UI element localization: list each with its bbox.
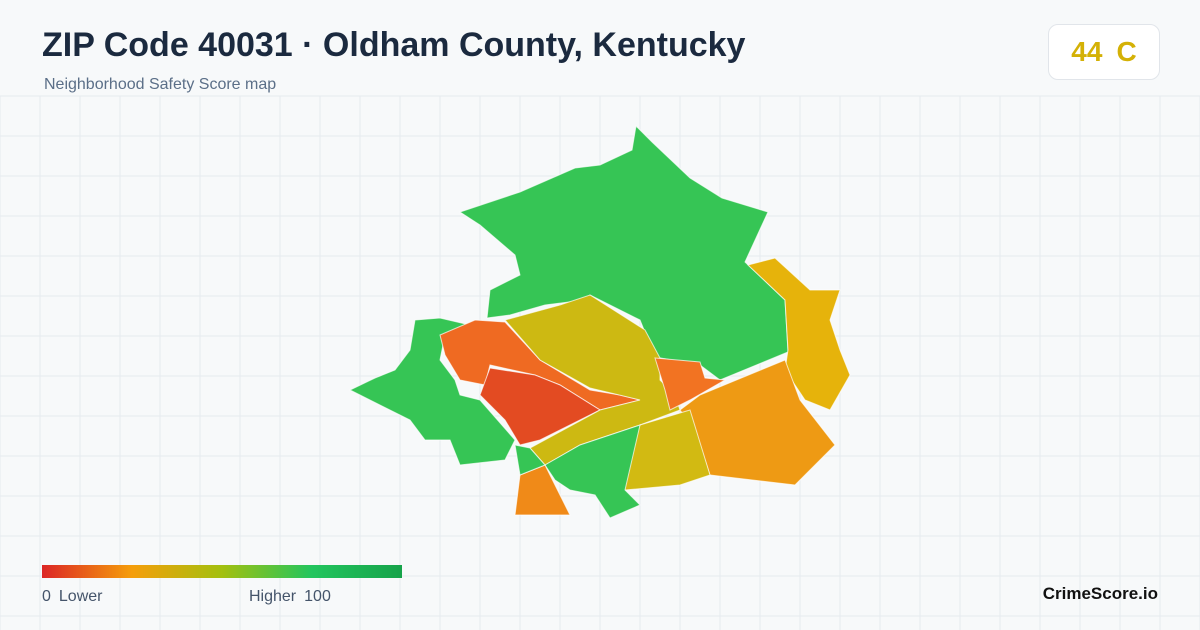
brand: CrimeScore.io	[1042, 584, 1158, 603]
legend-gradient	[42, 565, 402, 578]
legend-max-label: Higher	[249, 588, 297, 605]
legend-max: 100	[304, 588, 331, 605]
score-badge: 44 C	[1048, 24, 1160, 80]
region	[479, 367, 602, 446]
legend-low: 0 Lower	[42, 588, 102, 606]
subtitle: Neighborhood Safety Score map	[44, 76, 277, 93]
legend-min: 0	[42, 588, 51, 605]
score-grade: C	[1116, 36, 1137, 67]
region	[654, 357, 727, 411]
region	[747, 257, 851, 411]
region	[544, 424, 641, 519]
regions	[348, 124, 851, 519]
legend-min-label: Lower	[58, 588, 103, 605]
score-value: 44	[1071, 36, 1103, 67]
legend-high: Higher 100	[249, 588, 331, 606]
region	[514, 444, 546, 476]
title: ZIP Code 40031 · Oldham County, Kentucky	[42, 26, 746, 64]
